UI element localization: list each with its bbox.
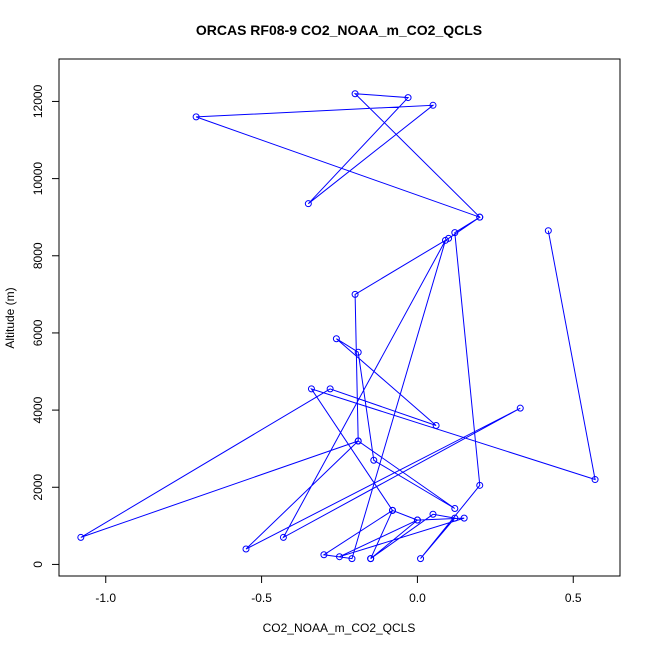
data-point — [432, 422, 440, 430]
data-point — [307, 385, 315, 393]
data-point — [336, 553, 343, 561]
x-axis: -1.0 -0.5 0.0 0.5 — [95, 575, 582, 605]
y-axis: 0 2000 4000 6000 8000 10000 12000 — [31, 84, 60, 568]
data-point — [476, 481, 484, 489]
x-tick-label: 0.5 — [565, 591, 582, 605]
x-tick-label: -1.0 — [95, 591, 116, 605]
data-point — [445, 234, 453, 242]
data-point — [544, 227, 552, 235]
data-point — [354, 348, 362, 356]
y-tick-label: 6000 — [31, 319, 45, 346]
x-tick-label: -0.5 — [251, 591, 272, 605]
series-points — [77, 90, 599, 563]
y-tick-label: 2000 — [31, 474, 45, 501]
data-point — [388, 506, 396, 514]
data-point — [404, 94, 412, 102]
data-point — [367, 555, 375, 563]
y-tick-label: 12000 — [31, 84, 45, 118]
data-point — [304, 200, 312, 208]
data-point — [326, 385, 334, 393]
y-tick-label: 8000 — [31, 242, 45, 269]
y-axis-label: Altitude (m) — [3, 287, 17, 348]
data-point — [370, 456, 378, 464]
data-point — [451, 229, 459, 237]
data-point — [354, 437, 362, 445]
data-point — [460, 514, 468, 522]
data-point — [279, 533, 287, 541]
data-point — [320, 551, 328, 559]
data-point — [451, 504, 459, 512]
series-line — [80, 93, 596, 560]
data-point — [429, 510, 437, 518]
data-point — [516, 404, 524, 412]
x-tick-label: 0.0 — [409, 591, 426, 605]
data-point — [351, 290, 359, 298]
data-point — [348, 555, 356, 563]
plot-frame — [58, 58, 621, 577]
y-tick-label: 4000 — [31, 396, 45, 423]
data-point — [332, 335, 340, 343]
data-point — [242, 545, 250, 553]
data-point — [429, 101, 437, 109]
data-point — [77, 533, 85, 541]
data-point — [476, 213, 484, 221]
data-point — [417, 555, 425, 563]
x-axis-label: CO2_NOAA_m_CO2_QCLS — [263, 621, 416, 635]
data-point — [192, 113, 200, 121]
y-tick-label: 10000 — [31, 162, 45, 196]
y-tick-label: 0 — [31, 561, 45, 568]
data-point — [591, 476, 599, 484]
data-point — [451, 514, 459, 522]
series-lines — [80, 93, 596, 560]
chart-title: ORCAS RF08-9 CO2_NOAA_m_CO2_QCLS — [196, 22, 482, 38]
data-point — [351, 90, 359, 98]
data-point — [413, 516, 421, 524]
